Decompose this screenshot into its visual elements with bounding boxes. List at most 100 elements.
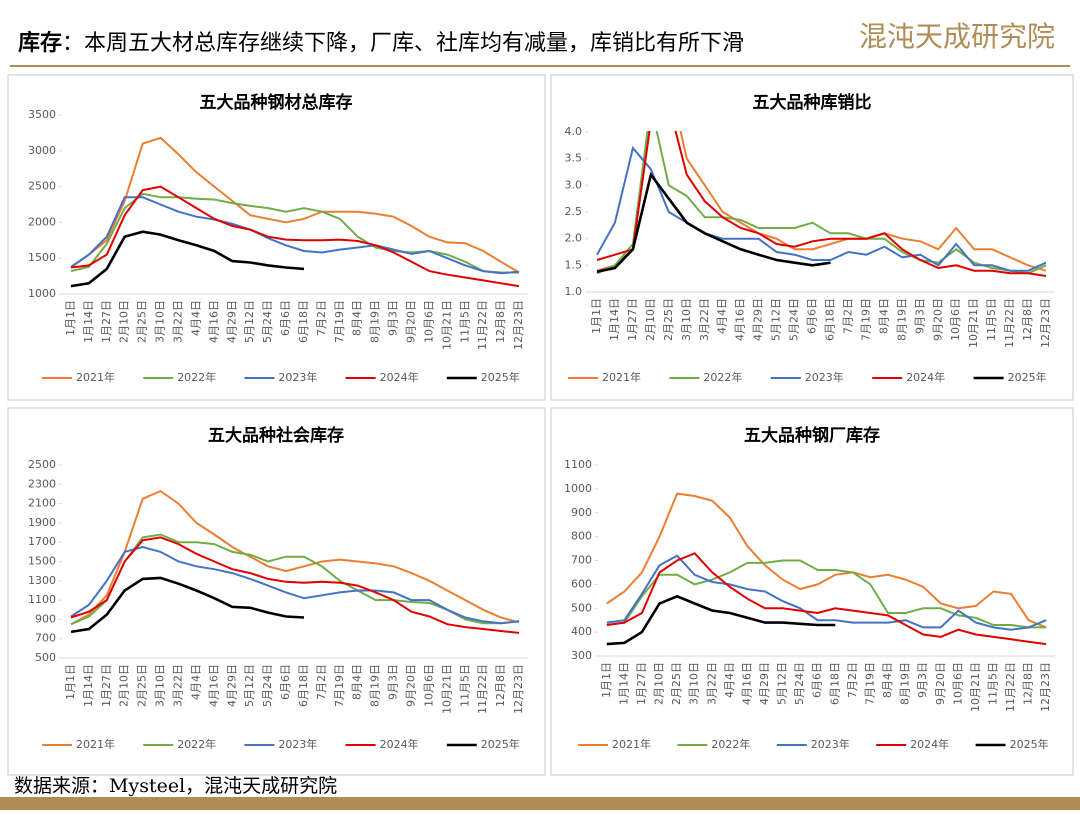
x-tick-label: 3月10日 xyxy=(154,664,167,707)
x-tick-label: 7月19日 xyxy=(859,298,872,341)
chart-title: 五大品种钢厂库存 xyxy=(744,425,880,446)
y-tick-label: 2300 xyxy=(28,477,56,490)
x-tick-label: 10月21日 xyxy=(440,664,453,714)
x-tick-label: 7月2日 xyxy=(315,300,328,336)
y-tick-label: 2000 xyxy=(28,215,56,228)
legend-label: 2022年 xyxy=(711,737,750,751)
x-tick-label: 12月23日 xyxy=(1039,662,1052,712)
x-tick-label: 8月19日 xyxy=(899,662,912,705)
series-line xyxy=(606,492,1047,629)
x-tick-label: 6月6日 xyxy=(806,298,819,334)
y-tick-label: 1500 xyxy=(28,555,56,568)
y-tick-label: 1100 xyxy=(28,593,56,606)
x-tick-label: 12月8日 xyxy=(1021,298,1034,341)
legend-label: 2021年 xyxy=(612,737,651,751)
series-line xyxy=(70,576,305,634)
series-line xyxy=(596,171,831,273)
x-tick-label: 10月21日 xyxy=(440,300,453,350)
x-tick-label: 4月29日 xyxy=(225,300,238,343)
x-tick-label: 8月4日 xyxy=(881,662,894,698)
x-tick-label: 2月10日 xyxy=(118,300,131,343)
x-tick-label: 2月25日 xyxy=(136,300,149,343)
x-tick-label: 5月12日 xyxy=(776,662,789,705)
x-tick-label: 12月23日 xyxy=(1039,298,1052,348)
x-tick-label: 2月10日 xyxy=(644,298,657,341)
x-tick-label: 1月1日 xyxy=(64,300,77,336)
x-tick-label: 10月21日 xyxy=(969,662,982,712)
y-tick-label: 2500 xyxy=(28,458,56,471)
panel xyxy=(550,407,1074,776)
x-tick-label: 1月27日 xyxy=(100,300,113,343)
x-tick-label: 4月4日 xyxy=(189,664,202,700)
x-tick-label: 11月5日 xyxy=(458,664,471,707)
header-label: 库存 xyxy=(18,30,62,56)
series-line xyxy=(70,230,305,288)
x-tick-label: 9月3日 xyxy=(913,298,926,334)
y-tick-label: 1.5 xyxy=(565,258,583,271)
x-tick-label: 11月22日 xyxy=(1003,298,1016,348)
x-tick-label: 1月14日 xyxy=(82,300,95,343)
x-tick-label: 11月22日 xyxy=(476,300,489,350)
x-tick-label: 4月16日 xyxy=(207,300,220,343)
y-tick-label: 1100 xyxy=(564,458,592,471)
x-tick-label: 1月1日 xyxy=(600,662,613,698)
series-line xyxy=(70,136,520,274)
x-tick-label: 5月24日 xyxy=(261,300,274,343)
series-line xyxy=(596,131,1047,277)
x-tick-label: 6月18日 xyxy=(297,664,310,707)
x-tick-label: 1月1日 xyxy=(590,298,603,334)
x-tick-label: 5月24日 xyxy=(788,298,801,341)
x-tick-label: 10月6日 xyxy=(422,664,435,707)
x-tick-label: 12月8日 xyxy=(494,664,507,707)
series-line xyxy=(70,536,520,634)
series-line xyxy=(70,185,520,288)
y-tick-label: 500 xyxy=(571,601,592,614)
x-tick-label: 4月29日 xyxy=(758,662,771,705)
series-line xyxy=(70,545,520,625)
x-tick-label: 9月3日 xyxy=(916,662,929,698)
logo: 混沌天成研究院 xyxy=(859,20,1055,53)
series-line xyxy=(606,559,1047,629)
x-tick-label: 10月6日 xyxy=(422,300,435,343)
x-tick-label: 7月2日 xyxy=(841,298,854,334)
panel xyxy=(7,407,546,776)
x-tick-label: 9月20日 xyxy=(405,664,418,707)
x-tick-label: 11月22日 xyxy=(1004,662,1017,712)
x-tick-label: 11月5日 xyxy=(458,300,471,343)
y-tick-label: 2100 xyxy=(28,497,56,510)
y-tick-label: 1000 xyxy=(28,287,56,300)
y-tick-label: 700 xyxy=(571,554,592,567)
x-tick-label: 2月10日 xyxy=(653,662,666,705)
x-tick-label: 1月27日 xyxy=(100,664,113,707)
legend-label: 2023年 xyxy=(811,737,850,751)
legend-label: 2023年 xyxy=(278,370,317,384)
series-line xyxy=(70,489,520,626)
legend-label: 2023年 xyxy=(278,737,317,751)
y-tick-label: 2500 xyxy=(28,180,56,193)
x-tick-label: 7月2日 xyxy=(315,664,328,700)
y-tick-label: 700 xyxy=(35,632,56,645)
panel xyxy=(7,74,546,401)
legend-label: 2024年 xyxy=(380,737,419,751)
x-tick-label: 4月16日 xyxy=(207,664,220,707)
x-tick-label: 6月6日 xyxy=(279,300,292,336)
x-tick-label: 3月22日 xyxy=(705,662,718,705)
source: 数据来源：Mysteel，混沌天成研究院 xyxy=(14,775,337,797)
y-tick-label: 1700 xyxy=(28,535,56,548)
legend-label: 2021年 xyxy=(76,370,115,384)
x-tick-label: 6月6日 xyxy=(811,662,824,698)
x-tick-label: 1月14日 xyxy=(617,662,630,705)
y-tick-label: 3.0 xyxy=(565,178,583,191)
x-tick-label: 12月8日 xyxy=(1022,662,1035,705)
x-tick-label: 5月24日 xyxy=(793,662,806,705)
series-line xyxy=(596,131,1047,272)
y-tick-label: 1000 xyxy=(564,482,592,495)
x-tick-label: 8月19日 xyxy=(369,664,382,707)
chart-title: 五大品种钢材总库存 xyxy=(200,92,353,113)
x-tick-label: 1月27日 xyxy=(626,298,639,341)
series-line xyxy=(596,131,1047,275)
series-line xyxy=(596,145,1047,272)
x-tick-label: 8月4日 xyxy=(351,664,364,700)
x-tick-label: 4月4日 xyxy=(716,298,729,334)
panel xyxy=(550,74,1074,401)
